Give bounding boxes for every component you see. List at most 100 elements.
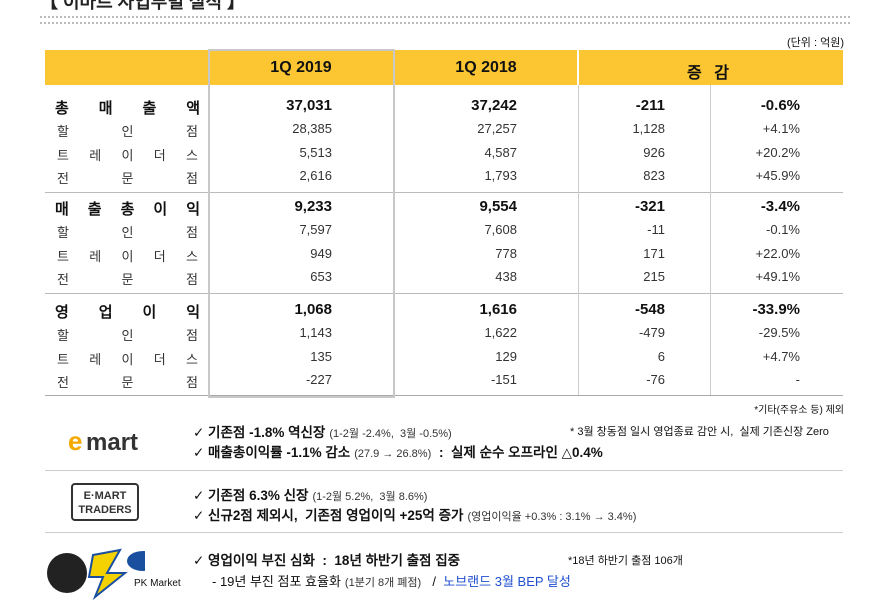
text-segment: ✓ 영업이익 부진 심화 : 18년 하반기 출점 집중 bbox=[193, 553, 461, 568]
highlight-column bbox=[208, 49, 395, 398]
cell-value: 9,233 bbox=[294, 198, 332, 215]
text-segment: - 19년 부진 점포 효율화 bbox=[212, 574, 341, 589]
cell-value: 1,616 bbox=[479, 301, 517, 318]
row-label: 트 레 이 더 스 bbox=[57, 249, 198, 264]
cell-value: +45.9% bbox=[755, 168, 800, 183]
specialty-logos bbox=[47, 548, 145, 600]
section-rule bbox=[45, 470, 843, 471]
table-bottom-rule bbox=[45, 395, 843, 396]
column-header: 1Q 2018 bbox=[455, 59, 517, 76]
cell-value: -479 bbox=[638, 325, 665, 340]
cell-value: 778 bbox=[495, 246, 517, 261]
svg-text:e: e bbox=[68, 426, 82, 456]
cell-value: 653 bbox=[310, 269, 332, 284]
cell-value: -11 bbox=[647, 222, 665, 237]
text-segment: 노브랜드 3월 BEP 달성 bbox=[443, 574, 571, 589]
cell-value: +4.7% bbox=[762, 349, 800, 364]
cell-value: 1,128 bbox=[632, 121, 665, 136]
cell-value: 37,242 bbox=[471, 97, 517, 114]
svg-text:mart: mart bbox=[86, 429, 138, 456]
cell-value: 823 bbox=[643, 168, 665, 183]
cell-value: -29.5% bbox=[758, 325, 800, 340]
text-segment: ✓ 기존점 -1.8% 역신장 bbox=[193, 425, 326, 440]
row-label: 할 인 점 bbox=[57, 225, 198, 240]
cell-value: 2,616 bbox=[299, 168, 332, 183]
row-label: 영 업 이 익 bbox=[55, 304, 200, 321]
row-label: 총 매 출 액 bbox=[55, 100, 200, 117]
cell-value: - bbox=[795, 372, 800, 387]
section-rule bbox=[45, 532, 843, 533]
column-rule bbox=[710, 85, 711, 395]
unit-label: (단위 : 억원) bbox=[787, 37, 844, 49]
row-label: 전 문 점 bbox=[57, 272, 198, 287]
group-rule bbox=[45, 293, 843, 294]
bullet-line: ✓ 기존점 6.3% 신장 (1-2월 5.2%, 3월 8.6%) bbox=[193, 484, 431, 505]
table-header-band bbox=[45, 50, 843, 85]
text-segment: (27.9 → 26.8%) bbox=[354, 448, 432, 460]
cell-value: 135 bbox=[310, 349, 332, 364]
cell-value: 1,143 bbox=[299, 325, 332, 340]
text-segment: ✓ 매출총이익률 -1.1% 감소 bbox=[193, 445, 351, 460]
bullet-line: - 19년 부진 점포 효율화 (1분기 8개 폐점) / 노브랜드 3월 BEP… bbox=[212, 571, 571, 591]
cell-value: 438 bbox=[495, 269, 517, 284]
cell-value: 171 bbox=[643, 246, 665, 261]
column-rule bbox=[578, 85, 579, 395]
cell-value: 215 bbox=[643, 269, 665, 284]
text-segment: (1-2월 5.2%, 3월 8.6%) bbox=[312, 491, 428, 503]
row-label: 할 인 점 bbox=[57, 124, 198, 139]
cell-value: -151 bbox=[490, 372, 517, 387]
column-header: 1Q 2019 bbox=[270, 59, 332, 76]
page-title: 【 이마트 사업부별 실적 】 bbox=[40, 0, 246, 12]
row-label: 할 인 점 bbox=[57, 328, 198, 343]
column-header: 증 감 bbox=[687, 65, 733, 82]
cell-value: -227 bbox=[305, 372, 332, 387]
cell-value: 6 bbox=[657, 349, 665, 364]
cell-value: 129 bbox=[495, 349, 517, 364]
row-label: 트 레 이 더 스 bbox=[57, 352, 198, 367]
emart-logo: e mart bbox=[68, 426, 138, 456]
bullet-line: ✓ 신규2점 제외시, 기존점 영업이익 +25억 증가 (영업이익율 +0.3%… bbox=[193, 504, 640, 525]
cell-value: 27,257 bbox=[477, 121, 517, 136]
row-label: 전 문 점 bbox=[57, 171, 198, 186]
text-segment: ✓ 신규2점 제외시, 기존점 영업이익 +25억 증가 bbox=[193, 508, 464, 523]
cell-value: -33.9% bbox=[752, 301, 800, 318]
bullet-line: ✓ 매출총이익률 -1.1% 감소 (27.9 → 26.8%) : 실제 순수 … bbox=[193, 441, 603, 462]
cell-value: 1,793 bbox=[484, 168, 517, 183]
cell-value: 7,597 bbox=[299, 222, 332, 237]
text-segment: : 실제 순수 오프라인 △0.4% bbox=[435, 445, 603, 460]
cell-value: 1,068 bbox=[294, 301, 332, 318]
side-note: * 3월 창동점 일시 영업종료 감안 시, 실제 기존신장 Zero bbox=[570, 426, 829, 438]
cell-value: 37,031 bbox=[286, 97, 332, 114]
row-label: 매 출 총 이 익 bbox=[55, 201, 200, 218]
traders-logo: E·MART TRADERS bbox=[71, 483, 139, 521]
cell-value: +20.2% bbox=[755, 145, 800, 160]
cell-value: 7,608 bbox=[484, 222, 517, 237]
cell-value: -0.6% bbox=[760, 97, 800, 114]
cell-value: +49.1% bbox=[755, 269, 800, 284]
text-segment: ✓ 기존점 6.3% 신장 bbox=[193, 488, 309, 503]
title-rule bbox=[40, 16, 850, 24]
pk-market-label: PK Market bbox=[134, 578, 181, 589]
cell-value: 28,385 bbox=[292, 121, 332, 136]
side-note: *18년 하반기 출점 106개 bbox=[568, 555, 683, 567]
cell-value: +22.0% bbox=[755, 246, 800, 261]
cell-value: 9,554 bbox=[479, 198, 517, 215]
bullet-line: ✓ 기존점 -1.8% 역신장 (1-2월 -2.4%, 3월 -0.5%) bbox=[193, 421, 456, 442]
cell-value: +4.1% bbox=[762, 121, 800, 136]
row-label: 전 문 점 bbox=[57, 375, 198, 390]
table-footnote: *기타(주유소 등) 제외 bbox=[754, 405, 844, 416]
text-segment: (1-2월 -2.4%, 3월 -0.5%) bbox=[329, 428, 452, 440]
cell-value: -0.1% bbox=[766, 222, 800, 237]
group-rule bbox=[45, 192, 843, 193]
cell-value: -321 bbox=[634, 198, 665, 215]
cell-value: -3.4% bbox=[760, 198, 800, 215]
text-segment: (영업이익율 +0.3% : 3.1% → 3.4%) bbox=[467, 511, 637, 523]
cell-value: -211 bbox=[635, 97, 665, 114]
cell-value: 926 bbox=[643, 145, 665, 160]
cell-value: -76 bbox=[646, 372, 665, 387]
header-divider bbox=[577, 50, 579, 85]
cell-value: 1,622 bbox=[484, 325, 517, 340]
row-label: 트 레 이 더 스 bbox=[57, 148, 198, 163]
